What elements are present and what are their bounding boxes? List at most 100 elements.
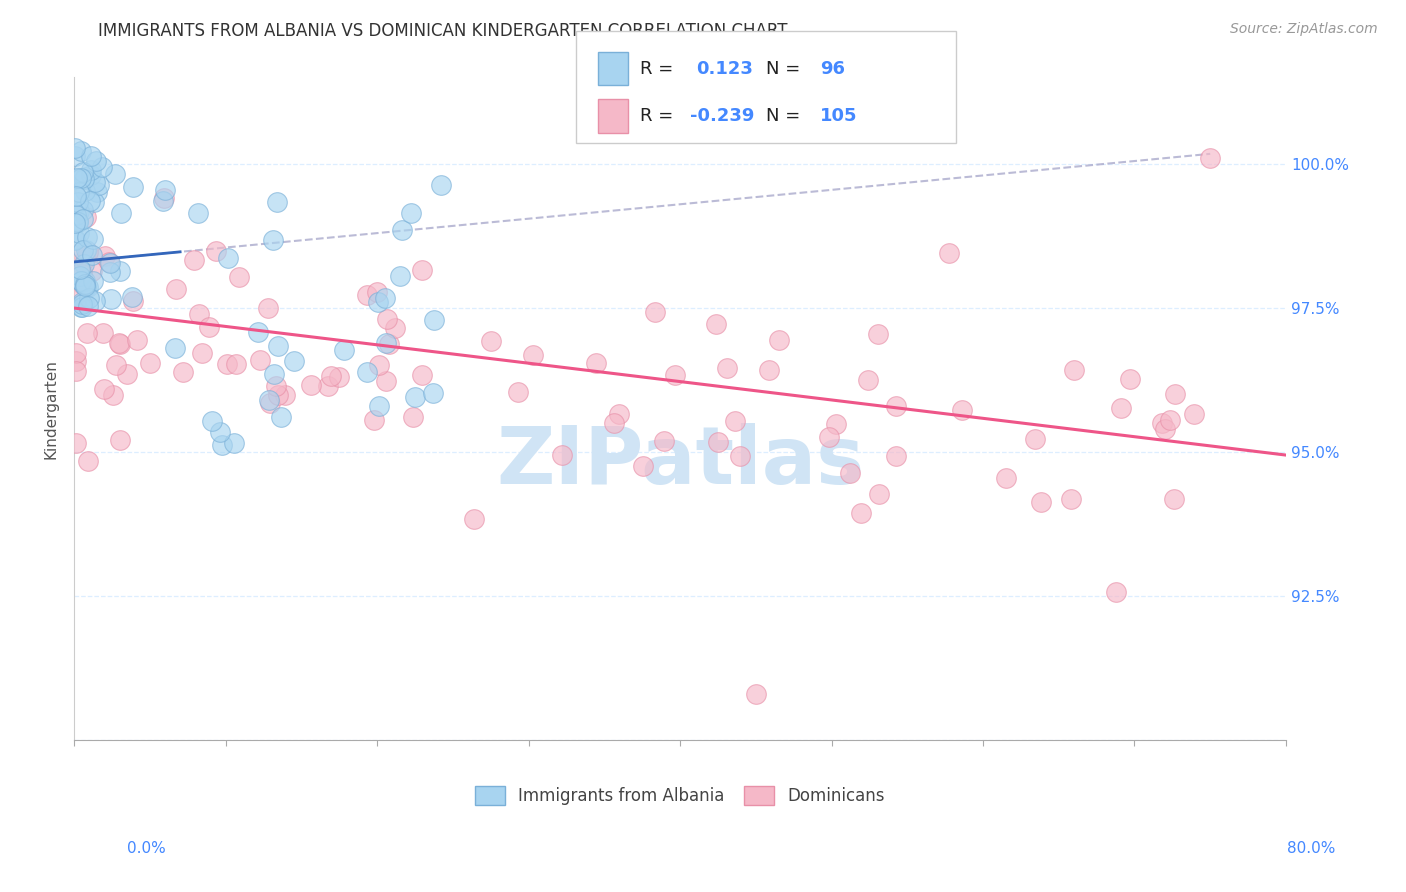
Point <box>65 172 87 186</box>
Point <box>1150 416 1173 430</box>
Point <box>63 149 86 163</box>
Point <box>98 255 121 269</box>
Point <box>817 430 839 444</box>
Text: 96: 96 <box>820 60 845 78</box>
Point <box>76 326 98 340</box>
Point <box>768 333 790 347</box>
Point <box>75 274 97 288</box>
Point <box>463 512 485 526</box>
Point <box>97 255 120 269</box>
Point <box>607 408 630 422</box>
Point <box>66 170 89 185</box>
Point <box>1199 151 1222 165</box>
Point <box>75 244 97 258</box>
Point <box>165 282 187 296</box>
Point <box>187 307 209 321</box>
Point <box>328 369 350 384</box>
Point <box>1029 495 1052 509</box>
Point <box>72 295 94 310</box>
Point <box>82 247 104 261</box>
Point <box>70 170 93 185</box>
Point <box>263 367 285 381</box>
Point <box>1182 407 1205 421</box>
Point <box>391 223 413 237</box>
Point <box>65 435 87 450</box>
Point <box>422 385 444 400</box>
Point <box>72 164 94 178</box>
Point <box>217 252 239 266</box>
Point <box>644 305 666 319</box>
Point <box>1060 491 1083 506</box>
Point <box>80 149 103 163</box>
Point <box>83 194 105 209</box>
Point <box>217 357 239 371</box>
Point <box>270 410 292 425</box>
Point <box>1159 413 1181 427</box>
Point <box>851 507 873 521</box>
Point <box>122 180 145 194</box>
Point <box>274 387 297 401</box>
Point <box>101 388 124 402</box>
Point <box>187 206 209 220</box>
Point <box>72 202 94 217</box>
Text: IMMIGRANTS FROM ALBANIA VS DOMINICAN KINDERGARTEN CORRELATION CHART: IMMIGRANTS FROM ALBANIA VS DOMINICAN KIN… <box>98 22 787 40</box>
Point <box>70 268 93 282</box>
Point <box>838 466 860 480</box>
Point <box>108 337 131 351</box>
Point <box>388 269 411 284</box>
Point <box>67 194 90 209</box>
Point <box>384 321 406 335</box>
Point <box>108 264 131 278</box>
Point <box>100 292 122 306</box>
Point <box>139 356 162 370</box>
Point <box>82 275 104 289</box>
Text: N =: N = <box>766 60 806 78</box>
Point <box>259 396 281 410</box>
Point <box>228 270 250 285</box>
Point <box>201 414 224 428</box>
Point <box>63 233 86 247</box>
Point <box>75 211 97 225</box>
Point <box>716 361 738 376</box>
Point <box>283 353 305 368</box>
Point <box>316 378 339 392</box>
Point <box>723 414 745 428</box>
Point <box>115 367 138 381</box>
Point <box>950 402 973 417</box>
Point <box>84 175 107 189</box>
Point <box>1163 387 1185 401</box>
Text: N =: N = <box>766 107 806 125</box>
Point <box>704 317 727 331</box>
Point <box>868 487 890 501</box>
Point <box>65 208 87 222</box>
Point <box>222 436 245 450</box>
Point <box>824 417 846 431</box>
Point <box>1111 401 1133 416</box>
Point <box>377 312 399 326</box>
Point <box>423 313 446 327</box>
Point <box>93 383 115 397</box>
Point <box>333 343 356 357</box>
Point <box>104 167 127 181</box>
Point <box>266 195 288 210</box>
Point <box>67 204 90 219</box>
Point <box>211 438 233 452</box>
Y-axis label: Kindergarten: Kindergarten <box>44 359 58 458</box>
Point <box>72 300 94 314</box>
Point <box>266 387 288 401</box>
Point <box>72 264 94 278</box>
Point <box>82 232 104 246</box>
Point <box>122 294 145 309</box>
Point <box>80 169 103 183</box>
Point <box>79 194 101 208</box>
Point <box>77 454 100 468</box>
Text: Source: ZipAtlas.com: Source: ZipAtlas.com <box>1230 22 1378 37</box>
Point <box>1163 491 1185 506</box>
Point <box>758 363 780 377</box>
Point <box>191 345 214 359</box>
Point <box>153 183 176 197</box>
Point <box>706 434 728 449</box>
Point <box>80 162 103 177</box>
Point <box>75 279 97 293</box>
Text: -0.239: -0.239 <box>690 107 755 125</box>
